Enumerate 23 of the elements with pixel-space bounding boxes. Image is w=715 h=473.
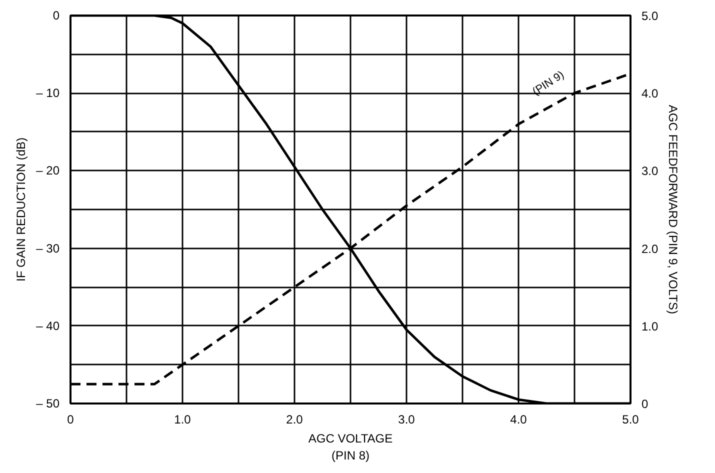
y-tick-label: – 50 [36,396,60,410]
y2-tick-label: 1.0 [642,319,659,334]
y-tick-label: – 20 [36,164,60,178]
y-tick-label: – 10 [36,86,60,100]
x-tick-label: 4.0 [510,412,528,426]
x-tick-label: 0 [67,412,74,426]
y-axis-title: IF GAIN REDUCTION (dB) [14,137,28,282]
y-tick-label: – 40 [36,318,60,333]
y-tick-label: 0 [52,8,60,22]
y-tick-label: – 30 [36,241,60,256]
y2-tick-label: 3.0 [642,164,659,178]
y2-tick-label: 5.0 [642,9,659,23]
x-axis-title: AGC VOLTAGE (PIN 8) [308,432,393,462]
x-tick-label: 2.0 [286,412,304,426]
y2-tick-label: 0 [642,397,648,411]
x-tick-label: 1.0 [174,412,192,426]
x-tick-label: 5.0 [622,412,640,426]
x-tick-label: 3.0 [398,412,416,426]
y2-tick-label: 4.0 [642,86,659,101]
y2-axis-title: AGC FEEDFORWARD (PIN 9, VOLTS) [666,104,680,314]
annotation: (PIN 9) [530,68,566,98]
y2-tick-label: 2.0 [642,242,659,256]
line-series [70,16,630,404]
